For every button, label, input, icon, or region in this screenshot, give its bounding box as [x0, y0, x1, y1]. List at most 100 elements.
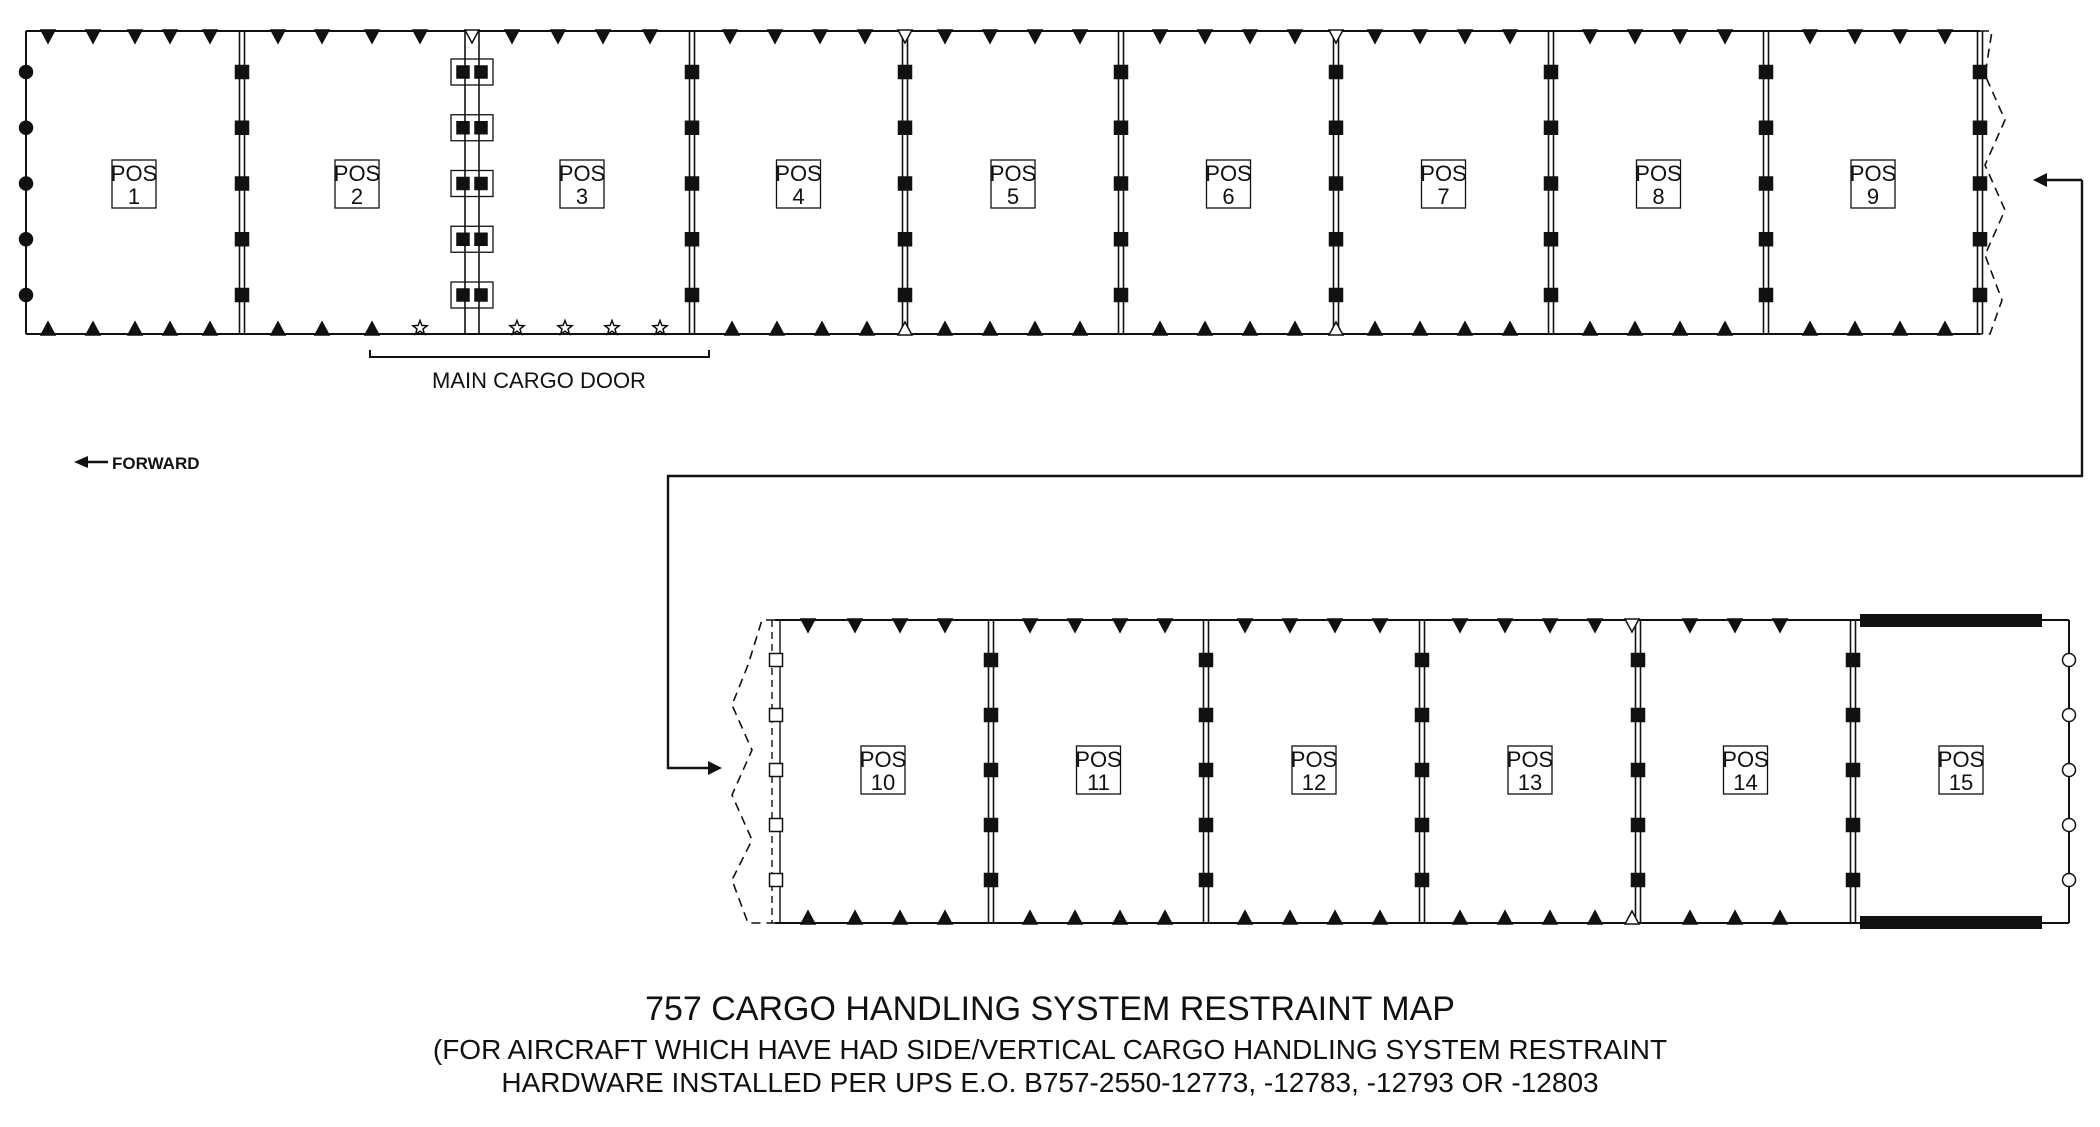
- lock-bracket: [450, 225, 494, 253]
- lock-icon: [234, 287, 250, 303]
- position-label-box: [1722, 745, 1769, 795]
- restraint-up-icon: [1671, 320, 1689, 336]
- restraint-down-icon: [313, 29, 331, 45]
- position-prefix: POS: [990, 161, 1036, 186]
- restraint-up-icon: [1366, 320, 1384, 336]
- position-number: 5: [1007, 184, 1019, 209]
- lock-icon: [983, 872, 999, 888]
- restraint-up-icon: [1326, 909, 1344, 925]
- restraint-down-icon: [1021, 618, 1039, 634]
- lock-icon: [1414, 872, 1430, 888]
- lock-icon: [1630, 817, 1646, 833]
- lock-icon: [1414, 707, 1430, 723]
- lock-bracket: [450, 114, 494, 142]
- lock-icon: [456, 176, 470, 191]
- lock-bracket: [450, 281, 494, 309]
- restraint-up-icon: [936, 320, 954, 336]
- restraint-down-icon: [1281, 618, 1299, 634]
- restraint-up-icon: [1726, 909, 1744, 925]
- restraint-up-icon: [981, 320, 999, 336]
- restraint-down-icon: [1411, 29, 1429, 45]
- restraint-down-icon: [1326, 618, 1344, 634]
- hollow-lock-icon: [768, 817, 784, 833]
- restraint-down-icon: [936, 618, 954, 634]
- restraint-up-icon: [1681, 909, 1699, 925]
- lock-bracket: [450, 58, 494, 86]
- hollow-lock-icon: [768, 872, 784, 888]
- position-label-box: [559, 159, 605, 209]
- restraint-down-icon: [981, 29, 999, 45]
- restraint-down-icon: [1581, 29, 1599, 45]
- restraint-down-icon: [1196, 29, 1214, 45]
- lock-icon: [1630, 652, 1646, 668]
- restraint-up-icon: [1846, 320, 1864, 336]
- lock-icon: [1758, 287, 1774, 303]
- position-label-box: [1291, 745, 1337, 795]
- lock-icon: [1328, 176, 1344, 191]
- restraint-down-icon: [1496, 618, 1514, 634]
- lock-icon: [1758, 64, 1774, 80]
- restraint-down-icon: [549, 29, 567, 45]
- restraint-down-icon: [1026, 29, 1044, 45]
- hollow-lock-icon: [768, 762, 784, 778]
- restraint-up-icon: [1451, 909, 1469, 925]
- restraint-up-icon: [1021, 909, 1039, 925]
- restraint-down-icon: [1541, 618, 1559, 634]
- lock-icon: [456, 232, 470, 246]
- hollow-restraint-down-icon: [463, 29, 481, 45]
- restraint-up-icon: [1241, 320, 1259, 336]
- position-number: 11: [1087, 770, 1110, 795]
- restraint-up-icon: [1196, 320, 1214, 336]
- restraint-down-icon: [363, 29, 381, 45]
- main-cargo-door-label: MAIN CARGO DOOR: [432, 368, 646, 393]
- restraint-up-icon: [1281, 909, 1299, 925]
- lock-icon: [1543, 232, 1559, 247]
- hollow-restraint-up-icon: [1623, 909, 1641, 925]
- hollow-lock-icon: [768, 652, 784, 668]
- lock-icon: [456, 65, 470, 79]
- restraint-down-icon: [503, 29, 521, 45]
- row-continuation-arrow: [666, 173, 2084, 775]
- restraint-down-icon: [1236, 618, 1254, 634]
- restraint-down-icon: [936, 29, 954, 45]
- restraint-down-icon: [1371, 618, 1389, 634]
- star-restraint-icon: [602, 318, 622, 336]
- restraint-up-icon: [1936, 320, 1954, 336]
- position-number: 4: [792, 184, 804, 209]
- lock-icon: [897, 176, 913, 191]
- lock-icon: [1972, 120, 1988, 135]
- forward-indicator: FORWARD: [74, 454, 200, 473]
- restraint-up-icon: [1026, 320, 1044, 336]
- position-prefix: POS: [775, 161, 821, 186]
- star-restraint-icon: [507, 318, 527, 336]
- position-prefix: POS: [1850, 161, 1896, 186]
- position-number: 10: [871, 770, 895, 795]
- restraint-down-icon: [1891, 29, 1909, 45]
- heavy-restraint-bar: [1860, 916, 2042, 929]
- lock-icon: [234, 64, 250, 80]
- restraint-down-icon: [1771, 618, 1789, 634]
- position-prefix: POS: [1635, 161, 1681, 186]
- lock-icon: [1845, 817, 1861, 833]
- star-restraint-icon: [650, 318, 670, 336]
- lock-icon: [234, 120, 250, 135]
- restraint-down-icon: [1716, 29, 1734, 45]
- lock-icon: [1198, 707, 1214, 723]
- position-label-box: [111, 159, 157, 209]
- position-prefix: POS: [860, 747, 906, 772]
- lock-icon: [1113, 176, 1129, 191]
- restraint-down-icon: [201, 29, 219, 45]
- position-prefix: POS: [1722, 747, 1768, 772]
- lock-icon: [684, 64, 700, 80]
- lock-icon: [1543, 176, 1559, 191]
- lock-icon: [1198, 652, 1214, 668]
- lock-icon: [1198, 872, 1214, 888]
- restraint-down-icon: [126, 29, 144, 45]
